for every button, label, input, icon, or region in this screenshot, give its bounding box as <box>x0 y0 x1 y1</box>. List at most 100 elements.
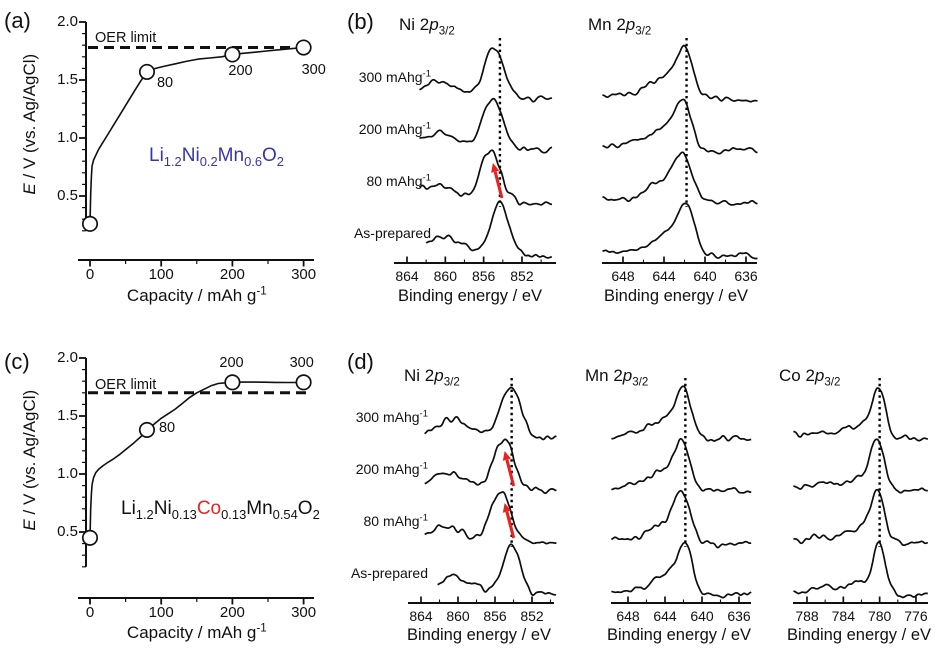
y-tick-label: 0.5 <box>57 523 78 540</box>
x-tick-label: 100 <box>148 604 174 621</box>
y-tick-label: 1.0 <box>57 465 78 482</box>
data-point-marker <box>81 529 99 546</box>
x-axis-title: Capacity / mAh g-1 <box>126 285 267 305</box>
x-axis-title: Capacity / mAh g-1 <box>126 622 267 642</box>
spectrum-stack-label: 300 mAhg-1 <box>358 68 431 85</box>
spectrum-stack-label: 80 mAhg-1 <box>366 172 431 189</box>
data-point-label: 80 <box>158 419 176 436</box>
xps-curve <box>602 44 758 103</box>
data-point-label: 200 <box>219 355 244 372</box>
subpanel-d-co <box>793 378 929 604</box>
xps-curve <box>793 438 928 494</box>
xps-curve <box>437 543 557 597</box>
xps-curve <box>611 437 752 494</box>
formula-c: Li1.2Ni0.13Co0.13Mn0.54O2 <box>121 498 320 522</box>
data-point-marker <box>138 421 156 438</box>
x-tick-label: 856 <box>471 268 496 284</box>
xps-curve <box>793 541 928 599</box>
peak-shift-arrow-shaft <box>493 171 504 199</box>
xps-curve <box>424 438 557 495</box>
x-tick-label: 636 <box>727 608 751 624</box>
subpanel-title-co: Co 2p3/2 <box>779 366 841 389</box>
xps-curve <box>610 489 752 549</box>
xps-curve <box>602 151 758 206</box>
spectrum-stack-label: As-prepared <box>353 225 431 241</box>
subpanel-b-ni <box>394 38 556 264</box>
x-tick-label: 640 <box>690 608 714 624</box>
y-tick-label: 1.5 <box>57 71 78 88</box>
y-tick-label: 2.0 <box>57 13 78 30</box>
x-tick-label: 200 <box>219 266 245 283</box>
x-tick-label: 788 <box>795 608 819 624</box>
x-tick-label: 644 <box>652 268 676 284</box>
y-tick-label: 2.0 <box>57 349 78 366</box>
data-point-marker <box>295 39 312 56</box>
subpanel-d-mn <box>610 378 752 604</box>
x-tick-label: 648 <box>616 608 640 624</box>
x-axis-title: Binding energy / eV <box>406 626 551 644</box>
x-tick-label: 0 <box>85 266 95 283</box>
xps-curve <box>424 491 557 545</box>
x-tick-label: 784 <box>831 608 855 624</box>
x-tick-label: 300 <box>291 604 317 621</box>
peak-shift-arrow-head <box>502 503 511 513</box>
peak-shift-arrow-head <box>491 163 500 173</box>
xps-curve <box>419 97 553 154</box>
subpanel-d-ni <box>408 378 557 604</box>
peak-shift-arrow-shaft <box>505 459 516 487</box>
x-tick-label: 864 <box>409 608 433 624</box>
xps-curve <box>419 47 553 103</box>
xps-curve <box>793 387 929 442</box>
data-point-label: 80 <box>156 74 174 91</box>
panel-b-tag: (b) <box>347 9 374 34</box>
x-tick-label: 852 <box>520 608 544 624</box>
x-tick-label: 200 <box>219 604 245 621</box>
x-axis-title: Binding energy / eV <box>606 626 751 644</box>
x-tick-label: 864 <box>395 268 419 284</box>
x-axis-title: Binding energy / eV <box>786 626 931 644</box>
spectrum-stack-label: 300 mAhg-1 <box>355 408 428 425</box>
x-tick-label: 860 <box>446 608 470 624</box>
peak-shift-arrow-shaft <box>505 511 516 539</box>
y-axis-title: E / V (vs. Ag/AgCl) <box>19 389 39 531</box>
x-tick-label: 648 <box>611 268 635 284</box>
xps-curve <box>602 202 758 260</box>
y-tick-label: 1.5 <box>57 407 78 424</box>
capacity-potential-curve <box>89 381 304 538</box>
data-point-label: 300 <box>289 355 314 372</box>
data-point-marker <box>295 374 312 391</box>
data-point-marker <box>138 63 156 80</box>
subpanel-b-mn <box>602 38 758 264</box>
xps-curve <box>793 488 929 547</box>
spectrum-stack-label: 200 mAhg-1 <box>355 460 428 477</box>
panel-b-spectra <box>394 38 758 264</box>
subpanel-title-mn: Mn 2p3/2 <box>588 15 652 38</box>
subpanel-title-mn: Mn 2p3/2 <box>585 366 649 389</box>
x-tick-label: 860 <box>433 268 457 284</box>
xps-curve <box>602 98 758 155</box>
data-point-marker <box>81 215 99 232</box>
data-point-label: 200 <box>228 63 253 80</box>
oer-limit-label: OER limit <box>95 30 157 46</box>
x-tick-label: 300 <box>291 266 317 283</box>
panel-d-tag: (d) <box>347 349 374 374</box>
subpanel-title-ni: Ni 2p3/2 <box>399 15 455 38</box>
xps-curve <box>424 386 557 441</box>
oer-limit-label: OER limit <box>95 377 157 393</box>
panel-d-spectra <box>408 378 929 604</box>
x-tick-label: 0 <box>85 604 95 621</box>
formula-a: Li1.2Ni0.2Mn0.6O2 <box>149 145 284 169</box>
y-axis-title: E / V (vs. Ag/AgCl) <box>19 53 39 195</box>
panel-a-plot <box>78 21 314 267</box>
x-axis-title: Binding energy / eV <box>397 287 542 305</box>
xps-curve <box>611 541 752 599</box>
spectrum-stack-label: As-prepared <box>350 565 428 581</box>
x-tick-label: 856 <box>483 608 507 624</box>
y-tick-label: 1.0 <box>57 129 78 146</box>
x-tick-label: 776 <box>904 608 928 624</box>
xps-curve <box>425 200 553 259</box>
x-axis-title: Binding energy / eV <box>603 287 748 305</box>
panel-c-plot <box>78 357 314 605</box>
